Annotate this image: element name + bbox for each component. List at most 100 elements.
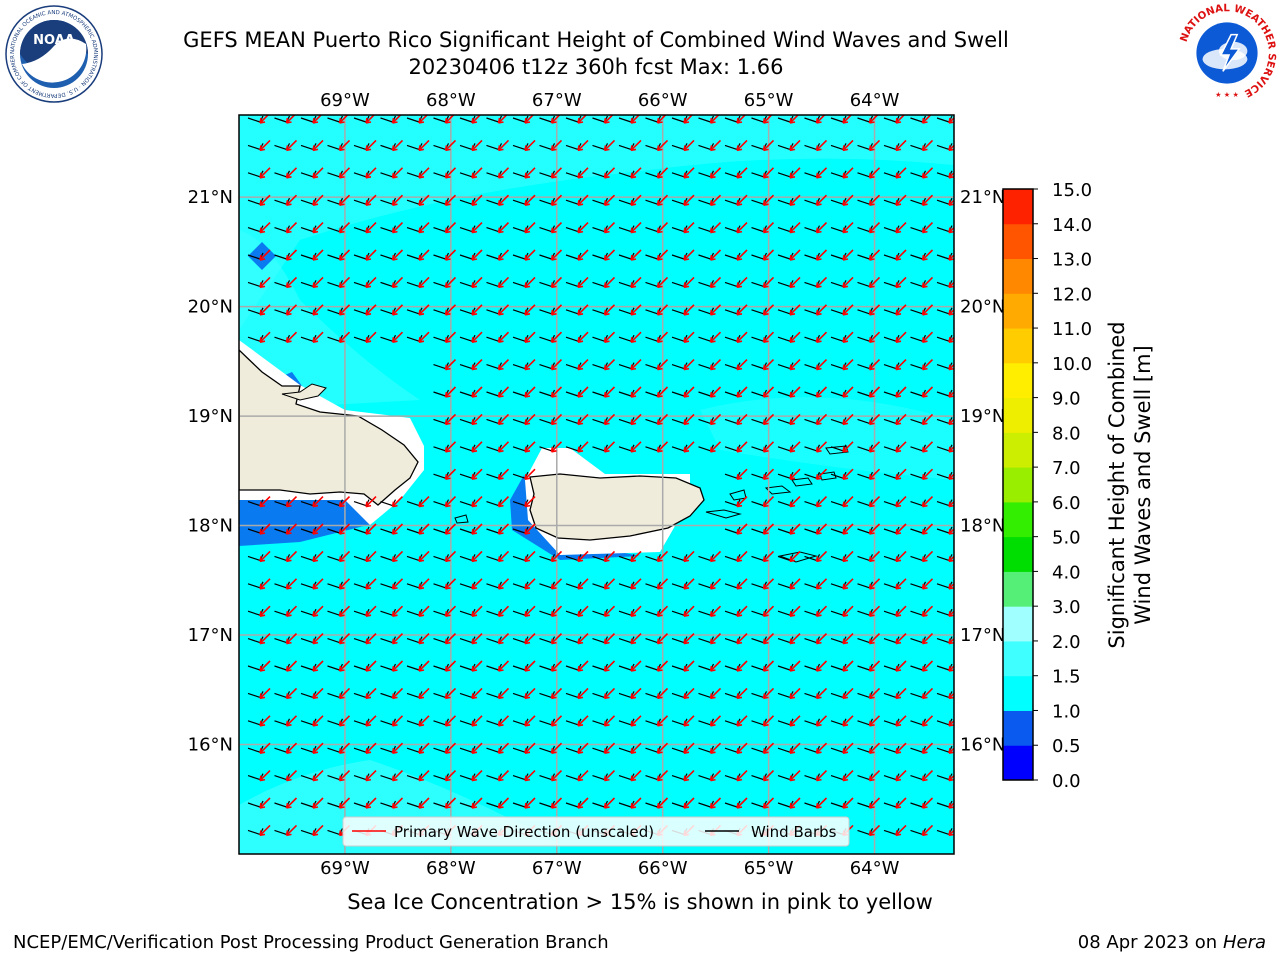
- wave-arrow: [683, 386, 695, 398]
- colorbar-segment: [1003, 745, 1033, 781]
- wave-arrow: [338, 550, 351, 563]
- wave-arrow: [630, 742, 642, 754]
- wave-arrow: [842, 523, 854, 535]
- wave-arrow: [577, 660, 589, 672]
- wave-arrow: [285, 115, 296, 124]
- wave-arrow: [921, 441, 934, 453]
- wave-arrow: [868, 115, 879, 124]
- colorbar-tick-label: 11.0: [1052, 319, 1092, 340]
- wave-arrow: [577, 441, 589, 453]
- wave-arrow: [842, 770, 854, 782]
- wave-arrow: [656, 578, 669, 590]
- wave-arrow: [312, 194, 324, 206]
- wave-arrow: [948, 692, 954, 700]
- legend-barb-label: Wind Barbs: [751, 823, 837, 841]
- wave-arrow: [630, 578, 642, 590]
- wave-arrow: [815, 194, 828, 206]
- wave-arrow: [365, 550, 377, 563]
- wave-arrow: [259, 304, 271, 316]
- wave-arrow: [418, 115, 429, 124]
- wave-arrow: [524, 550, 536, 563]
- wave-arrow: [815, 115, 826, 124]
- wave-arrow: [285, 605, 298, 617]
- wave-arrow: [842, 468, 854, 480]
- wave-arrow: [736, 304, 748, 316]
- wave-arrow: [338, 304, 351, 316]
- wave-arrow: [868, 359, 881, 371]
- wave-arrow: [471, 222, 483, 234]
- wave-arrow: [762, 115, 773, 124]
- wave-arrow: [868, 413, 881, 426]
- wave-arrow: [312, 797, 324, 809]
- colorbar-segment: [1003, 189, 1033, 225]
- wave-arrow: [259, 115, 270, 124]
- wave-arrow: [497, 413, 510, 426]
- wave-arrow: [312, 550, 324, 563]
- wave-arrow: [497, 797, 510, 809]
- wave-arrow: [471, 386, 483, 398]
- colorbar-segment: [1003, 362, 1033, 399]
- wave-arrow: [842, 715, 854, 727]
- wave-arrow: [921, 194, 934, 206]
- colorbar-segment: [1003, 293, 1033, 329]
- noaa-logo-text: NOAA: [33, 33, 75, 48]
- wave-arrow: [762, 496, 775, 508]
- wave-arrow: [471, 115, 482, 124]
- wave-arrow: [524, 578, 536, 590]
- wave-arrow: [736, 441, 748, 453]
- wave-arrow: [603, 413, 616, 426]
- wave-arrow: [895, 687, 907, 700]
- wave-arrow: [815, 496, 828, 508]
- wave-arrow: [471, 331, 483, 343]
- wave-arrow: [789, 359, 801, 371]
- wave-arrow: [815, 386, 828, 398]
- wave-arrow: [471, 413, 483, 426]
- wave-arrow: [524, 605, 536, 617]
- hispaniola-land: [239, 349, 419, 506]
- wave-arrow: [762, 139, 775, 152]
- wave-arrow: [338, 249, 351, 261]
- wave-arrow: [656, 115, 667, 124]
- wave-arrow: [683, 359, 695, 371]
- wave-arrow: [603, 550, 616, 563]
- wave-arrow: [471, 715, 483, 727]
- wave-arrow: [789, 276, 801, 289]
- wave-arrow: [762, 687, 775, 700]
- wave-arrow: [762, 441, 775, 453]
- wave-arrow: [736, 550, 748, 563]
- wave-arrow: [656, 797, 669, 809]
- wave-arrow: [630, 359, 642, 371]
- legend-wave-label: Primary Wave Direction (unscaled): [394, 823, 654, 841]
- wave-arrow: [365, 331, 377, 343]
- vieques-island: [705, 509, 742, 519]
- wave-arrow: [471, 660, 483, 672]
- wave-arrow: [921, 468, 934, 480]
- wave-arrow: [709, 276, 722, 289]
- wave-arrow: [895, 605, 907, 617]
- wave-arrow: [683, 222, 695, 234]
- wave-arrow: [444, 194, 457, 206]
- wave-arrow: [471, 468, 483, 480]
- wave-arrow: [683, 715, 695, 727]
- wave-arrow: [868, 468, 881, 480]
- wave-arrow: [497, 249, 510, 261]
- wave-arrow: [709, 304, 722, 316]
- wave-arrow: [338, 742, 351, 754]
- wave-arrow: [577, 550, 589, 563]
- wave-arrow: [815, 605, 828, 617]
- wave-arrow: [497, 222, 510, 234]
- wave-arrow: [550, 687, 563, 700]
- colorbar-tick-label: 4.0: [1052, 562, 1081, 583]
- wave-arrow: [842, 605, 854, 617]
- wave-arrow: [550, 413, 563, 426]
- wave-arrow: [948, 144, 954, 152]
- wave-arrow: [656, 413, 669, 426]
- wave-arrow: [259, 523, 271, 535]
- wave-arrow: [921, 167, 934, 179]
- wave-arrow: [259, 139, 271, 152]
- wave-arrow: [285, 331, 298, 343]
- wave-arrow: [895, 660, 907, 672]
- wave-arrow: [656, 194, 669, 206]
- wave-arrow: [736, 386, 748, 398]
- wave-arrow: [683, 276, 695, 289]
